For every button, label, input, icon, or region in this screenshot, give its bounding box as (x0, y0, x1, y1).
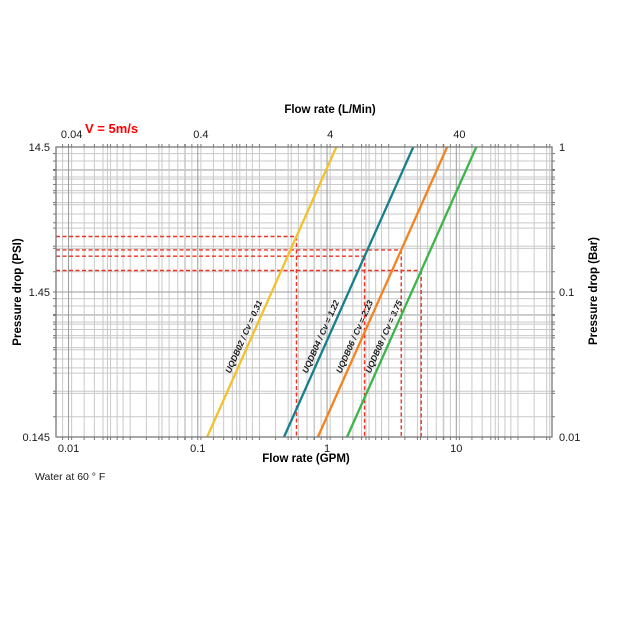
y-tick-label-psi: 1.45 (29, 287, 50, 299)
plot-frame (55, 146, 553, 438)
velocity-label: V = 5m/s (85, 121, 139, 136)
right-axis-title: Pressure drop (Bar) (588, 236, 600, 346)
x-tick-label-lmin: 4 (327, 129, 333, 141)
x-tick-label-gpm: 1 (324, 443, 330, 455)
curve-uqdb04 (282, 146, 415, 438)
curve-uqdb06 (316, 146, 449, 438)
y-tick-label-psi: 14.5 (29, 142, 50, 154)
x-tick-label-lmin: 0.4 (193, 129, 208, 141)
x-tick-label-lmin: 0.04 (61, 129, 82, 141)
x-tick-label-gpm: 0.01 (58, 443, 79, 455)
curve-label-uqdb02: UQDB02 / Cv = 0.31 (223, 298, 264, 374)
bottom-axis-title: Flow rate (GPM) (262, 453, 350, 465)
x-tick-label-gpm: 0.1 (190, 443, 205, 455)
y-tick-label-bar: 1 (559, 142, 565, 154)
y-tick-label-psi: 0.145 (22, 432, 50, 444)
curve-uqdb02 (206, 146, 338, 438)
top-axis-title: Flow rate (L/Min) (284, 104, 376, 116)
curve-uqdb08 (345, 146, 478, 438)
x-tick-label-gpm: 10 (450, 443, 462, 455)
left-axis-title: Pressure drop (PSI) (12, 238, 24, 346)
x-tick-label-lmin: 40 (453, 129, 465, 141)
y-tick-label-bar: 0.01 (559, 432, 580, 444)
y-tick-label-bar: 0.1 (559, 287, 574, 299)
footnote: Water at 60 ° F (35, 471, 106, 483)
